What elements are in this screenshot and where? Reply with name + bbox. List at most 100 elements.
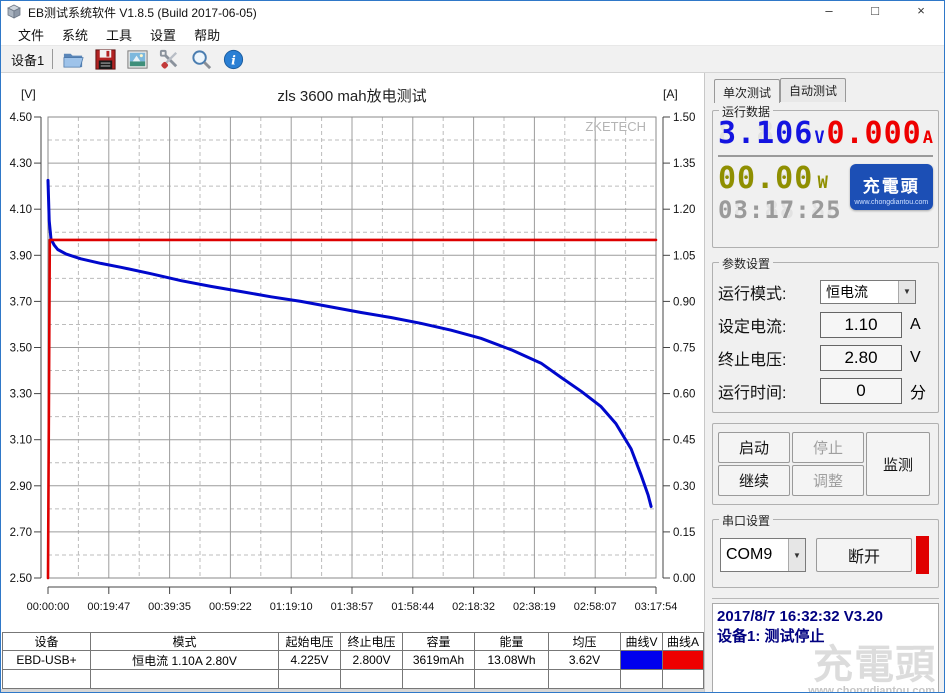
col-capacity: 容量 [402, 632, 475, 651]
title-bar: EB测试系统软件 V1.8.5 (Build 2017-06-05) – □ × [1, 1, 944, 23]
minimize-button[interactable]: – [825, 3, 833, 18]
col-energy: 能量 [474, 632, 549, 651]
device-tab[interactable]: 设备1 [11, 52, 45, 68]
voltage-unit: V [814, 128, 825, 148]
cell-start-voltage: 4.225V [278, 650, 341, 670]
svg-text:00:59:22: 00:59:22 [209, 601, 252, 613]
disconnect-button[interactable]: 断开 [816, 538, 912, 572]
run-mode-value: 恒电流 [826, 283, 868, 300]
cell-capacity: 3619mAh [402, 650, 475, 670]
current-ghost: 8.888 [826, 116, 922, 151]
set-current-unit: A [910, 315, 921, 333]
svg-text:i: i [231, 52, 236, 67]
chevron-down-icon[interactable]: ▼ [898, 280, 915, 303]
save-icon[interactable] [92, 47, 118, 71]
test-mode-tabs: 单次测试 自动测试 [714, 78, 939, 103]
col-end-voltage: 终止电压 [340, 632, 403, 651]
window-title: EB测试系统软件 V1.8.5 (Build 2017-06-05) [28, 5, 257, 20]
set-current-input[interactable]: 1.10 [820, 311, 902, 338]
svg-text:00:19:47: 00:19:47 [87, 601, 130, 613]
brand-logo-badge: 充電頭 www.chongdiantou.com [849, 164, 933, 210]
discharge-chart: ZKETECH 4.50 4.30 4.10 3.90 3.70 3.50 3.30 3.10 2… [10, 87, 696, 613]
tab-auto-test[interactable]: 自动测试 [780, 78, 847, 102]
start-button[interactable]: 启动 [718, 432, 790, 463]
run-time-unit: 分 [910, 384, 927, 402]
tools-icon[interactable] [156, 47, 182, 71]
svg-text:4.50: 4.50 [10, 112, 32, 124]
run-time-input[interactable]: 0 [820, 377, 902, 404]
current-unit: A [922, 128, 933, 148]
watermark-logo-text: 充電頭 [813, 643, 936, 687]
control-panel: 单次测试 自动测试 运行数据 8.888 3.106 V 8.888 0.000 A [704, 73, 944, 692]
cutoff-voltage-input[interactable]: 2.80 [820, 344, 902, 371]
com-port-select[interactable]: COM9 ▼ [720, 538, 806, 572]
svg-text:01:58:44: 01:58:44 [391, 601, 434, 613]
adjust-button[interactable]: 调整 [792, 465, 864, 496]
svg-text:1.35: 1.35 [673, 158, 695, 170]
menu-settings[interactable]: 设置 [150, 27, 177, 43]
svg-text:3.30: 3.30 [10, 389, 32, 401]
info-icon[interactable]: i [220, 47, 246, 71]
col-curve-v: 曲线V [620, 632, 663, 651]
maximize-button[interactable]: □ [871, 3, 879, 18]
svg-text:03:17:54: 03:17:54 [635, 601, 678, 613]
run-data-legend: 运行数据 [719, 103, 774, 120]
svg-text:2.50: 2.50 [10, 573, 32, 585]
panel-separator [712, 598, 939, 599]
voltage-ghost: 8.888 [718, 116, 814, 151]
table-header-row: 设备 模式 起始电压 终止电压 容量 能量 均压 曲线V 曲线A [2, 632, 704, 651]
resume-button[interactable]: 继续 [718, 465, 790, 496]
zoom-icon[interactable] [188, 47, 214, 71]
svg-text:[A]: [A] [663, 87, 678, 101]
bottom-strip [1, 689, 704, 692]
open-file-icon[interactable] [60, 47, 86, 71]
menu-system[interactable]: 系统 [62, 27, 89, 43]
status-box: 2017/8/7 16:32:32 V3.20 设备1: 测试停止 充電頭 ww… [712, 603, 939, 692]
menu-tools[interactable]: 工具 [106, 27, 133, 43]
readout-divider [718, 155, 933, 157]
svg-text:4.10: 4.10 [10, 204, 32, 216]
svg-text:02:58:07: 02:58:07 [574, 601, 617, 613]
stop-button[interactable]: 停止 [792, 432, 864, 463]
menu-file[interactable]: 文件 [18, 27, 45, 43]
cell-curve-a-swatch [662, 650, 704, 670]
svg-text:0.30: 0.30 [673, 481, 695, 493]
svg-text:3.10: 3.10 [10, 435, 32, 447]
svg-text:0.45: 0.45 [673, 435, 695, 447]
svg-text:zls 3600 mah放电测试: zls 3600 mah放电测试 [277, 88, 426, 105]
close-button[interactable]: × [917, 3, 925, 18]
table-row[interactable]: EBD-USB+ 恒电流 1.10A 2.80V 4.225V 2.800V 3… [2, 650, 704, 670]
svg-text:3.70: 3.70 [10, 296, 32, 308]
tab-single-test[interactable]: 单次测试 [714, 79, 781, 103]
cell-device: EBD-USB+ [2, 650, 91, 670]
run-mode-label: 运行模式: [718, 285, 787, 303]
elapsed-time-readout: 88:88:88 03:17:25 [718, 196, 842, 224]
chart-panel: ZKETECH 4.50 4.30 4.10 3.90 3.70 3.50 3.30 3.10 2… [1, 73, 704, 692]
run-time-label: 运行时间: [718, 384, 787, 402]
app-cube-icon [7, 4, 21, 19]
run-mode-select[interactable]: 恒电流 ▼ [820, 279, 916, 304]
cutoff-voltage-label: 终止电压: [718, 351, 787, 369]
svg-text:3.50: 3.50 [10, 343, 32, 355]
menu-bar: 文件 系统 工具 设置 帮助 [1, 23, 944, 46]
control-buttons-group: 启动 停止 监测 继续 调整 [712, 423, 939, 505]
image-export-icon[interactable] [124, 47, 150, 71]
svg-text:02:18:32: 02:18:32 [452, 601, 495, 613]
chevron-down-icon[interactable]: ▼ [788, 539, 805, 571]
toolbar-separator [52, 49, 54, 69]
col-device: 设备 [2, 632, 91, 651]
power-unit: W [817, 173, 828, 193]
time-ghost: 88:88:88 [718, 196, 842, 224]
serial-port-legend: 串口设置 [719, 512, 774, 529]
monitor-button[interactable]: 监测 [866, 432, 930, 496]
cell-end-voltage: 2.800V [340, 650, 403, 670]
cell-mode: 恒电流 1.10A 2.80V [90, 650, 279, 670]
svg-text:1.50: 1.50 [673, 112, 695, 124]
svg-text:0.15: 0.15 [673, 527, 695, 539]
connection-status-indicator [916, 536, 929, 574]
svg-text:2.70: 2.70 [10, 527, 32, 539]
run-data-group: 运行数据 8.888 3.106 V 8.888 0.000 A 88.88 00.0… [712, 103, 939, 248]
set-current-label: 设定电流: [718, 318, 787, 336]
menu-help[interactable]: 帮助 [194, 27, 221, 43]
